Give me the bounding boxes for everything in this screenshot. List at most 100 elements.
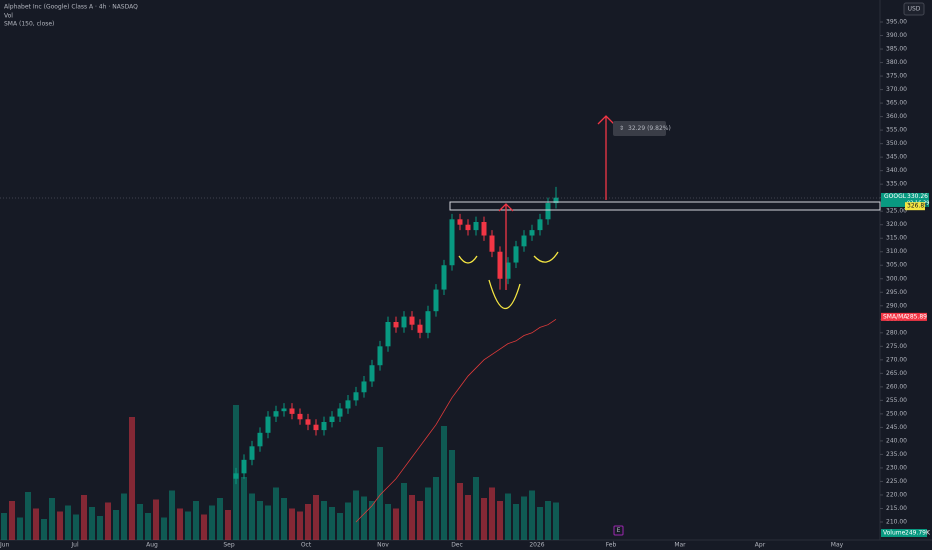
y-tick-label: 325.00 bbox=[886, 208, 907, 215]
candle-body bbox=[513, 246, 519, 263]
x-tick-label: Oct bbox=[301, 542, 312, 549]
candle-body bbox=[313, 424, 319, 431]
volume-bar bbox=[113, 510, 119, 540]
y-tick-label: 310.00 bbox=[886, 248, 907, 255]
measure-box bbox=[613, 121, 666, 136]
volume-bar bbox=[41, 519, 47, 540]
y-tick-label: 350.00 bbox=[886, 140, 907, 147]
y-tick-label: 280.00 bbox=[886, 329, 907, 336]
candle-body bbox=[457, 219, 463, 225]
volume-bar bbox=[177, 508, 183, 540]
y-tick-label: 290.00 bbox=[886, 302, 907, 309]
volume-bar bbox=[121, 493, 127, 540]
right-shoulder bbox=[533, 251, 559, 263]
level-price: 326.85 bbox=[907, 203, 928, 210]
level-label-bg bbox=[905, 202, 925, 211]
candle-body bbox=[529, 230, 535, 236]
y-tick-label: 380.00 bbox=[886, 59, 907, 66]
volume-bar bbox=[337, 513, 343, 540]
volume-bar bbox=[81, 495, 87, 540]
volume-bar bbox=[305, 504, 311, 540]
volume-bar bbox=[457, 483, 463, 540]
candle-body bbox=[345, 400, 351, 409]
volume-bar bbox=[161, 517, 167, 540]
x-tick-label: Apr bbox=[755, 542, 766, 549]
volume-bar bbox=[353, 490, 359, 540]
y-tick-label: 355.00 bbox=[886, 127, 907, 134]
candle-body bbox=[521, 235, 527, 247]
y-tick-label: 270.00 bbox=[886, 356, 907, 363]
candle-body bbox=[497, 251, 503, 279]
candle-body bbox=[321, 421, 327, 431]
candle-body bbox=[393, 321, 399, 328]
volume-bar bbox=[329, 507, 335, 540]
y-tick-label: 340.00 bbox=[886, 167, 907, 174]
volume-bar bbox=[169, 490, 175, 540]
candle-body bbox=[505, 262, 511, 279]
volume-bar bbox=[465, 495, 471, 540]
volume-bar bbox=[137, 504, 143, 540]
y-tick-label: 295.00 bbox=[886, 289, 907, 296]
volume-bar bbox=[281, 498, 287, 540]
y-tick-label: 305.00 bbox=[886, 262, 907, 269]
volume-bar bbox=[257, 501, 263, 540]
symbol-label: GOOGL bbox=[884, 193, 907, 200]
volume-bar bbox=[417, 501, 423, 540]
volume-bar bbox=[513, 504, 519, 540]
volume-bar bbox=[265, 505, 271, 540]
volume-bar bbox=[385, 504, 391, 540]
volume-bar bbox=[537, 507, 543, 540]
volume-bar bbox=[481, 498, 487, 540]
resistance-box bbox=[449, 201, 881, 211]
y-tick-label: 370.00 bbox=[886, 86, 907, 93]
x-tick-label: 2026 bbox=[529, 542, 544, 549]
volume-bar bbox=[241, 477, 247, 540]
volume-bar bbox=[217, 498, 223, 540]
earnings-marker[interactable] bbox=[613, 525, 624, 536]
candle-body bbox=[233, 473, 239, 479]
head bbox=[488, 279, 521, 310]
y-tick-label: 390.00 bbox=[886, 32, 907, 39]
candle-body bbox=[401, 316, 407, 328]
candle-body bbox=[281, 408, 287, 412]
volume-bar bbox=[89, 507, 95, 540]
measure-label: 32.29 (9.82%) bbox=[628, 125, 671, 132]
measure-icon: ⇕ bbox=[619, 125, 624, 132]
y-tick-label: 235.00 bbox=[886, 451, 907, 458]
candle-body bbox=[465, 224, 471, 231]
candle-body bbox=[377, 346, 383, 366]
currency[interactable]: USD bbox=[908, 6, 921, 13]
candle-body bbox=[489, 235, 495, 252]
volume-bar bbox=[201, 514, 207, 540]
volume-bar bbox=[297, 511, 303, 540]
arrow-head bbox=[498, 203, 514, 212]
volume-bar bbox=[17, 517, 23, 540]
volume-bar bbox=[9, 501, 15, 540]
y-tick-label: 320.00 bbox=[886, 221, 907, 228]
candle-body bbox=[361, 381, 367, 393]
candle-body bbox=[425, 311, 431, 333]
last-price: 330.26 bbox=[907, 193, 928, 200]
volume-bar bbox=[505, 493, 511, 540]
y-tick-label: 315.00 bbox=[886, 235, 907, 242]
volume-bar bbox=[497, 501, 503, 540]
y-tick-label: 345.00 bbox=[886, 154, 907, 161]
volume-last: 249.79K bbox=[905, 530, 931, 537]
candle-body bbox=[249, 446, 255, 460]
y-tick-label: 210.00 bbox=[886, 518, 907, 525]
candle-body bbox=[337, 408, 343, 417]
volume-bar bbox=[473, 477, 479, 540]
earnings-label[interactable]: E bbox=[617, 527, 621, 534]
volume-bar bbox=[433, 477, 439, 540]
candle-body bbox=[369, 365, 375, 382]
volume-bar bbox=[361, 496, 367, 540]
y-tick-label: 230.00 bbox=[886, 464, 907, 471]
y-tick-label: 240.00 bbox=[886, 437, 907, 444]
volume-bar bbox=[313, 495, 319, 540]
x-tick-label: Mar bbox=[674, 542, 686, 549]
volume-bar bbox=[521, 496, 527, 540]
y-tick-label: 395.00 bbox=[886, 19, 907, 26]
y-tick-label: 385.00 bbox=[886, 46, 907, 53]
currency-button[interactable] bbox=[903, 2, 925, 16]
